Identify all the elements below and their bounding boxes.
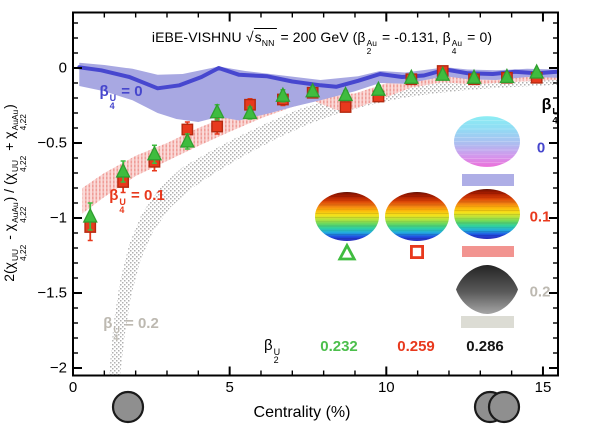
triangle-marker xyxy=(305,82,321,98)
hydro-line-beta4U-0-hydro xyxy=(77,65,560,91)
x-tick-label: 15 xyxy=(534,379,552,396)
x-axis-title: Centrality (%) xyxy=(253,404,351,421)
triangle-marker xyxy=(499,68,515,84)
beta2-value-black: 0.286 xyxy=(466,338,504,355)
triangle-marker xyxy=(466,68,482,84)
figure-title: iEBE-VISHNU √sNN = 200 GeV (β Au 2 = -0.13… xyxy=(151,28,493,57)
spheroid-icon-beta2-0p259 xyxy=(385,192,449,241)
series-beta2U-0.232 xyxy=(82,63,545,231)
band-beta4U-0.2 xyxy=(109,76,558,376)
nucleus-circle xyxy=(111,390,145,424)
band-swatch-beta4-0p2 xyxy=(461,316,514,328)
triangle-marker xyxy=(82,207,98,223)
nucleus-circle xyxy=(487,390,521,424)
band-swatch-beta4-0p1 xyxy=(462,246,514,257)
triangle-marker xyxy=(115,162,131,178)
y-tick-label: −2 xyxy=(49,359,67,377)
beta2-value-green: 0.232 xyxy=(320,338,358,355)
spheroid-icon-beta4-0 xyxy=(454,116,520,167)
x-tick-label: 5 xyxy=(225,379,234,396)
y-tick-label: −1 xyxy=(49,209,67,227)
triangle-marker xyxy=(179,132,195,148)
triangle-marker xyxy=(435,65,451,81)
square-marker xyxy=(211,120,224,133)
spheroid-icon-beta2-0p232 xyxy=(315,192,379,241)
square-marker xyxy=(339,101,352,113)
y-axis-title: 2(χ UU 4,22 - χ AuAu 4,22) / (χ UU 4,22 + χ AuA… xyxy=(0,104,29,282)
triangle-marker xyxy=(209,103,225,119)
triangle-marker xyxy=(242,104,258,120)
square-marker-key xyxy=(409,244,424,259)
plot-frame xyxy=(72,11,559,377)
triangle-marker-key xyxy=(337,242,357,261)
x-tick-label: 0 xyxy=(68,379,78,396)
lens-icon-beta4-0p2 xyxy=(456,265,518,314)
triangle-marker xyxy=(370,80,387,96)
y-tick-label: 0 xyxy=(58,59,67,77)
triangle-marker xyxy=(338,86,354,102)
nuclei-circles xyxy=(111,390,521,424)
beta2-value-red: 0.259 xyxy=(397,338,435,355)
legend-label-0p1: 0.1 xyxy=(529,208,551,226)
triangle-marker xyxy=(403,68,419,84)
spheroid-icon-beta4-0p1 xyxy=(454,189,520,239)
triangle-marker xyxy=(275,86,291,102)
legend-label-0p2: 0.2 xyxy=(529,283,551,301)
y-tick-label: −0.5 xyxy=(37,134,67,152)
triangle-marker xyxy=(146,145,163,161)
legend-label-0: 0 xyxy=(536,139,546,157)
y-tick-label: −1.5 xyxy=(37,284,67,302)
band-swatch-beta4-0 xyxy=(462,174,514,186)
triangle-marker xyxy=(529,63,545,79)
x-tick-label: 10 xyxy=(377,379,395,396)
